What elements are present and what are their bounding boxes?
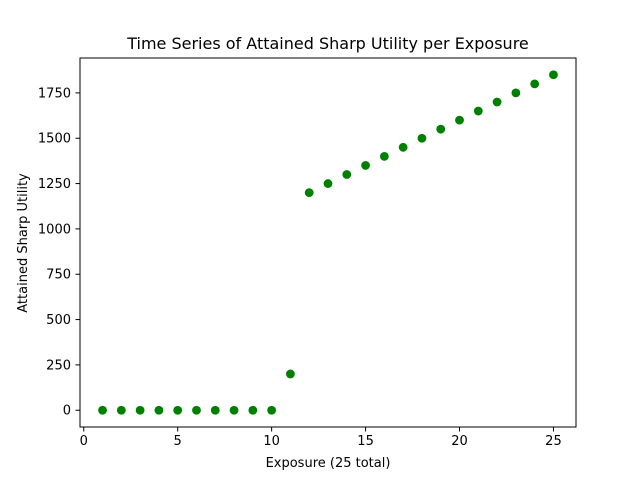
y-tick-label: 250 <box>46 358 71 373</box>
data-point <box>342 170 352 179</box>
data-point <box>511 88 521 98</box>
y-tick-label: 1000 <box>38 222 71 237</box>
x-tick-label: 10 <box>263 434 280 449</box>
data-point <box>398 142 408 152</box>
data-point <box>323 179 333 188</box>
data-point <box>154 405 164 415</box>
x-tick-label: 0 <box>80 434 88 449</box>
data-point <box>173 405 183 415</box>
data-points <box>98 70 558 415</box>
data-point <box>267 405 277 415</box>
data-point <box>192 405 201 415</box>
data-point <box>135 405 145 415</box>
data-point <box>286 369 295 379</box>
data-point <box>116 405 126 415</box>
data-point <box>229 405 239 415</box>
data-point <box>549 70 558 80</box>
y-tick-label: 0 <box>63 404 71 419</box>
chart-title: Time Series of Attained Sharp Utility pe… <box>126 34 529 53</box>
data-point <box>361 161 370 170</box>
y-axis-label: Attained Sharp Utility <box>16 173 31 313</box>
y-tick-label: 1500 <box>38 132 71 147</box>
y-tick-label: 750 <box>46 268 71 283</box>
x-tick-label: 20 <box>451 434 468 449</box>
y-tick-label: 1750 <box>38 86 71 101</box>
data-point <box>98 405 107 415</box>
x-tick-label: 25 <box>545 434 562 449</box>
data-point <box>304 188 314 198</box>
data-point <box>492 97 502 107</box>
y-tick-label: 1250 <box>38 177 71 192</box>
x-tick-label: 15 <box>357 434 374 449</box>
x-axis-label: Exposure (25 total) <box>266 456 391 471</box>
x-tick-label: 5 <box>174 434 182 449</box>
data-point <box>473 106 483 116</box>
data-point <box>248 405 258 415</box>
data-point <box>417 133 427 143</box>
data-point <box>530 79 540 89</box>
data-point <box>436 124 446 134</box>
data-point <box>455 115 464 125</box>
data-point <box>210 405 220 415</box>
plot-frame <box>79 57 577 428</box>
y-tick-label: 500 <box>46 313 71 328</box>
data-point <box>379 151 389 161</box>
